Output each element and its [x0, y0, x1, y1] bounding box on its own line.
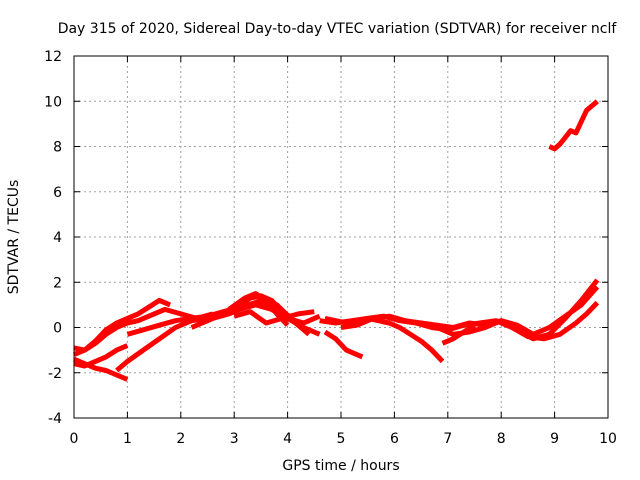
- series-trace-12: [323, 329, 364, 360]
- x-tick-label: 9: [550, 431, 559, 447]
- series-trace-10: [233, 309, 315, 326]
- y-tick-label: 10: [44, 94, 62, 110]
- series-trace-15: [420, 285, 600, 337]
- data-traces: [73, 99, 600, 382]
- x-axis-label: GPS time / hours: [282, 458, 399, 474]
- x-tick-label: 6: [390, 431, 399, 447]
- y-tick-label: 8: [53, 140, 62, 156]
- gridlines: [74, 56, 608, 418]
- series-trace-4: [73, 343, 129, 369]
- x-tick-label: 2: [176, 431, 185, 447]
- x-tick-label: 7: [443, 431, 452, 447]
- x-tick-label: 1: [123, 431, 132, 447]
- y-tick-label: 2: [53, 275, 62, 291]
- series-trace-9: [227, 291, 290, 327]
- series-trace-8: [212, 297, 311, 337]
- y-tick-label: 6: [53, 185, 62, 201]
- series-trace-2: [73, 306, 214, 357]
- series-trace-14: [340, 278, 600, 342]
- y-tick-label: 0: [53, 321, 62, 337]
- x-tick-label: 8: [497, 431, 506, 447]
- series-trace-17: [548, 99, 599, 152]
- x-tick-label: 10: [599, 431, 617, 447]
- y-tick-label: 4: [53, 230, 62, 246]
- y-tick-label: -4: [48, 411, 62, 427]
- y-tick-label: 12: [44, 49, 62, 65]
- x-tick-label: 0: [70, 431, 79, 447]
- x-tick-label: 5: [337, 431, 346, 447]
- series-trace-3: [73, 356, 129, 382]
- series-trace-16: [441, 323, 476, 346]
- x-tick-label: 4: [283, 431, 292, 447]
- x-tick-label: 3: [230, 431, 239, 447]
- y-axis-label: SDTVAR / TECUs: [6, 180, 22, 295]
- chart-title: Day 315 of 2020, Sidereal Day-to-day VTE…: [58, 21, 618, 37]
- y-tick-label: -2: [48, 366, 62, 382]
